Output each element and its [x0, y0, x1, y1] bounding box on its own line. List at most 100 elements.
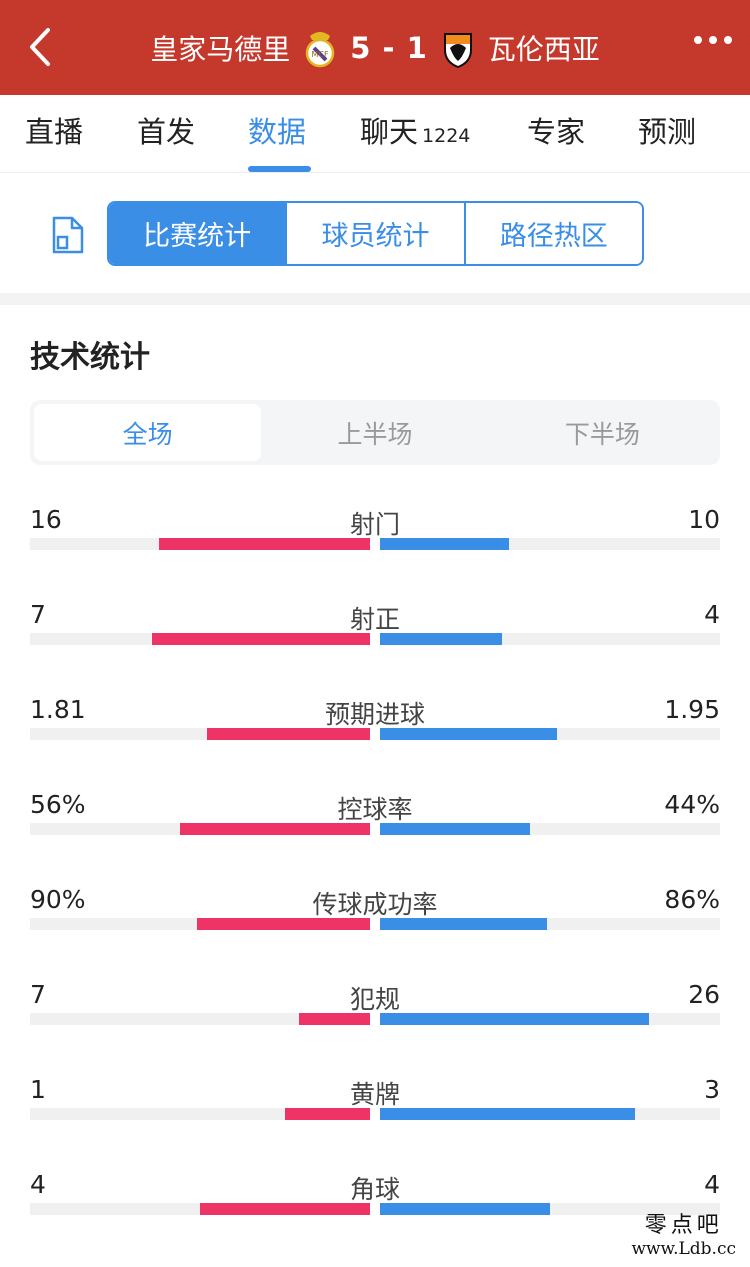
stat-name: 犯规 [349, 985, 400, 1014]
stat-name: 射门 [349, 510, 400, 539]
away-bar [380, 823, 530, 835]
stat-row: 1 黄牌 3 [30, 1075, 720, 1135]
stat-row: 7 犯规 26 [30, 980, 720, 1040]
away-value: 4 [704, 600, 720, 629]
segment-heatmap[interactable]: 路径热区 [463, 203, 642, 264]
tab-label: 预测 [638, 115, 697, 149]
away-value: 26 [688, 980, 720, 1009]
away-bar-track [380, 1013, 720, 1025]
away-bar-track [380, 918, 720, 930]
home-value: 7 [30, 980, 46, 1009]
match-header: 皇家马德里 MCF 5 - 1 瓦伦西亚 [0, 0, 750, 95]
tab-label: 专家 [527, 115, 586, 149]
home-bar [180, 823, 370, 835]
home-value: 4 [30, 1170, 46, 1199]
stat-name: 角球 [349, 1175, 400, 1204]
watermark-line1: 零点吧 [644, 1213, 723, 1238]
away-bar [380, 1108, 635, 1120]
away-team-name: 瓦伦西亚 [487, 33, 600, 66]
tab-expert[interactable]: 专家 [527, 109, 585, 151]
segment-player-stats[interactable]: 球员统计 [285, 203, 464, 264]
stat-row: 1.81 预期进球 1.95 [30, 695, 720, 755]
stat-row: 90% 传球成功率 86% [30, 885, 720, 945]
more-options-icon[interactable] [694, 36, 732, 44]
away-value: 1.95 [664, 695, 720, 724]
tab-label: 数据 [248, 115, 307, 149]
tab-label: 聊天 [360, 115, 419, 149]
tab-prediction[interactable]: 预测 [638, 109, 696, 151]
away-bar [380, 538, 509, 550]
away-value: 3 [704, 1075, 720, 1104]
nav-tabs: 直播 首发 数据 聊天 1224 专家 预测 [0, 95, 750, 173]
stat-row: 7 射正 4 [30, 600, 720, 660]
back-button[interactable] [22, 24, 62, 70]
away-bar-track [380, 538, 720, 550]
tab-chat[interactable]: 聊天 1224 [360, 109, 470, 151]
watermark-line2: www.Ldb.cc [631, 1239, 736, 1259]
away-bar-track [380, 728, 720, 740]
home-value: 90% [30, 885, 86, 914]
chat-count: 1224 [422, 125, 471, 147]
home-bar [159, 538, 370, 550]
section-title: 技术统计 [30, 340, 150, 375]
stat-row: 16 射门 10 [30, 505, 720, 565]
away-bar-track [380, 1203, 720, 1215]
away-bar-track [380, 633, 720, 645]
period-selector: 全场 上半场 下半场 [30, 400, 720, 465]
away-value: 10 [688, 505, 720, 534]
tab-label: 首发 [137, 115, 196, 149]
away-bar-track [380, 823, 720, 835]
home-bar [197, 918, 370, 930]
stats-segmented-control: 比赛统计 球员统计 路径热区 [107, 201, 644, 266]
real-madrid-crest-icon: MCF [305, 32, 335, 68]
valencia-crest-icon [443, 33, 472, 68]
away-bar-track [380, 1108, 720, 1120]
home-bar [285, 1108, 370, 1120]
home-value: 1.81 [30, 695, 86, 724]
home-bar-track [30, 633, 370, 645]
watermark: 零点吧 www.Ldb.cc [631, 1207, 736, 1259]
active-tab-indicator [248, 166, 311, 172]
match-scoreline: 皇家马德里 MCF 5 - 1 瓦伦西亚 [0, 26, 750, 70]
section-divider [0, 293, 750, 305]
period-second-half[interactable]: 下半场 [564, 419, 640, 449]
stat-name: 射正 [349, 605, 400, 634]
stat-name: 预期进球 [324, 700, 425, 729]
away-value: 86% [664, 885, 720, 914]
stat-name: 传球成功率 [312, 890, 438, 919]
home-bar-track [30, 823, 370, 835]
away-bar [380, 1203, 550, 1215]
away-bar [380, 1013, 649, 1025]
home-value: 16 [30, 505, 62, 534]
svg-text:MCF: MCF [312, 50, 329, 59]
segment-match-stats[interactable]: 比赛统计 [109, 203, 286, 264]
home-bar [152, 633, 370, 645]
home-bar-track [30, 1108, 370, 1120]
period-first-half[interactable]: 上半场 [337, 419, 413, 449]
home-bar-track [30, 918, 370, 930]
stat-row: 4 角球 4 [30, 1170, 720, 1230]
away-bar [380, 633, 502, 645]
home-bar [299, 1013, 370, 1025]
tab-lineup[interactable]: 首发 [137, 109, 195, 151]
stat-name: 控球率 [337, 795, 413, 824]
home-value: 7 [30, 600, 46, 629]
score: 5 - 1 [350, 31, 428, 65]
home-bar [200, 1203, 370, 1215]
period-full-match[interactable]: 全场 [34, 404, 262, 461]
home-bar-track [30, 538, 370, 550]
tab-live[interactable]: 直播 [25, 109, 83, 151]
tab-label: 直播 [25, 115, 84, 149]
stat-row: 56% 控球率 44% [30, 790, 720, 850]
tab-data[interactable]: 数据 [248, 109, 306, 151]
away-bar [380, 728, 557, 740]
away-value: 44% [664, 790, 720, 819]
home-bar-track [30, 1203, 370, 1215]
document-icon[interactable] [50, 215, 86, 255]
stat-name: 黄牌 [349, 1080, 400, 1109]
away-bar [380, 918, 547, 930]
stats-type-bar: 比赛统计 球员统计 路径热区 [0, 173, 750, 295]
home-bar [207, 728, 370, 740]
home-value: 56% [30, 790, 86, 819]
home-team-name: 皇家马德里 [150, 33, 291, 66]
